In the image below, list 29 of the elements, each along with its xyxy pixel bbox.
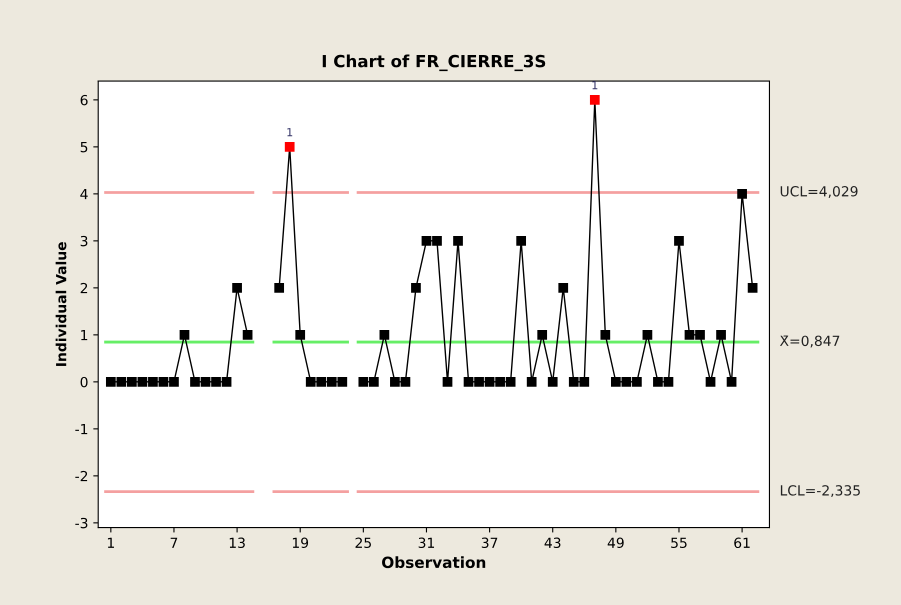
y-tick-label: 0 <box>80 376 88 388</box>
x-tick-label: 55 <box>671 538 687 548</box>
x-tick-label: 7 <box>170 538 178 548</box>
ref-line-label: UCL=4,029 <box>780 186 858 198</box>
x-tick-label: 25 <box>356 538 371 548</box>
y-tick-label: -2 <box>75 470 88 482</box>
x-tick-label: 19 <box>292 538 308 548</box>
annotation: 1 <box>592 81 598 90</box>
y-tick-label: 6 <box>80 94 88 106</box>
x-tick-label: 49 <box>608 538 624 548</box>
annotation: 1 <box>287 128 292 136</box>
ref-line-label: LCL=-2,335 <box>780 485 860 498</box>
x-axis-title: Observation <box>382 556 486 568</box>
x-tick-label: 37 <box>482 538 498 548</box>
x-tick-label: 1 <box>108 538 114 548</box>
ref-line-label: X̄=0,847 <box>780 336 840 348</box>
y-tick-label: 3 <box>80 236 88 246</box>
y-tick-label: 1 <box>81 330 88 340</box>
y-tick-label: -1 <box>75 424 88 434</box>
y-tick-label: 4 <box>80 189 88 200</box>
y-tick-label: 2 <box>80 282 88 294</box>
x-tick-label: 43 <box>544 538 560 548</box>
y-axis-title: Individual Value <box>56 242 66 366</box>
x-tick-label: 61 <box>734 538 750 548</box>
chart-title: I Chart of FR_CIERRE_3S <box>322 54 546 72</box>
x-tick-label: 31 <box>418 538 434 548</box>
y-tick-label: 5 <box>80 142 88 152</box>
x-tick-label: 13 <box>230 538 245 548</box>
y-tick-label: -3 <box>75 518 88 528</box>
